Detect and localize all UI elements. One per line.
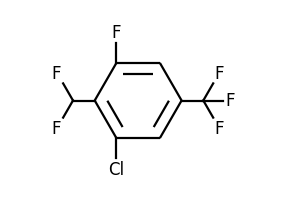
Text: F: F [51, 119, 61, 137]
Text: F: F [215, 119, 224, 137]
Text: F: F [215, 65, 224, 83]
Text: F: F [51, 65, 61, 83]
Text: F: F [225, 92, 235, 110]
Text: F: F [112, 24, 121, 42]
Text: Cl: Cl [108, 160, 124, 178]
